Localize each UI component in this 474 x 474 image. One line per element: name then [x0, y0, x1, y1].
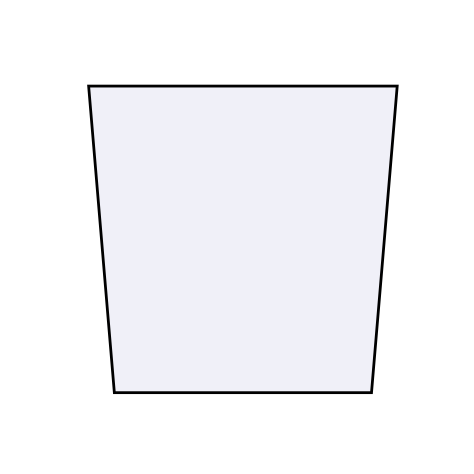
- Polygon shape: [89, 86, 397, 392]
